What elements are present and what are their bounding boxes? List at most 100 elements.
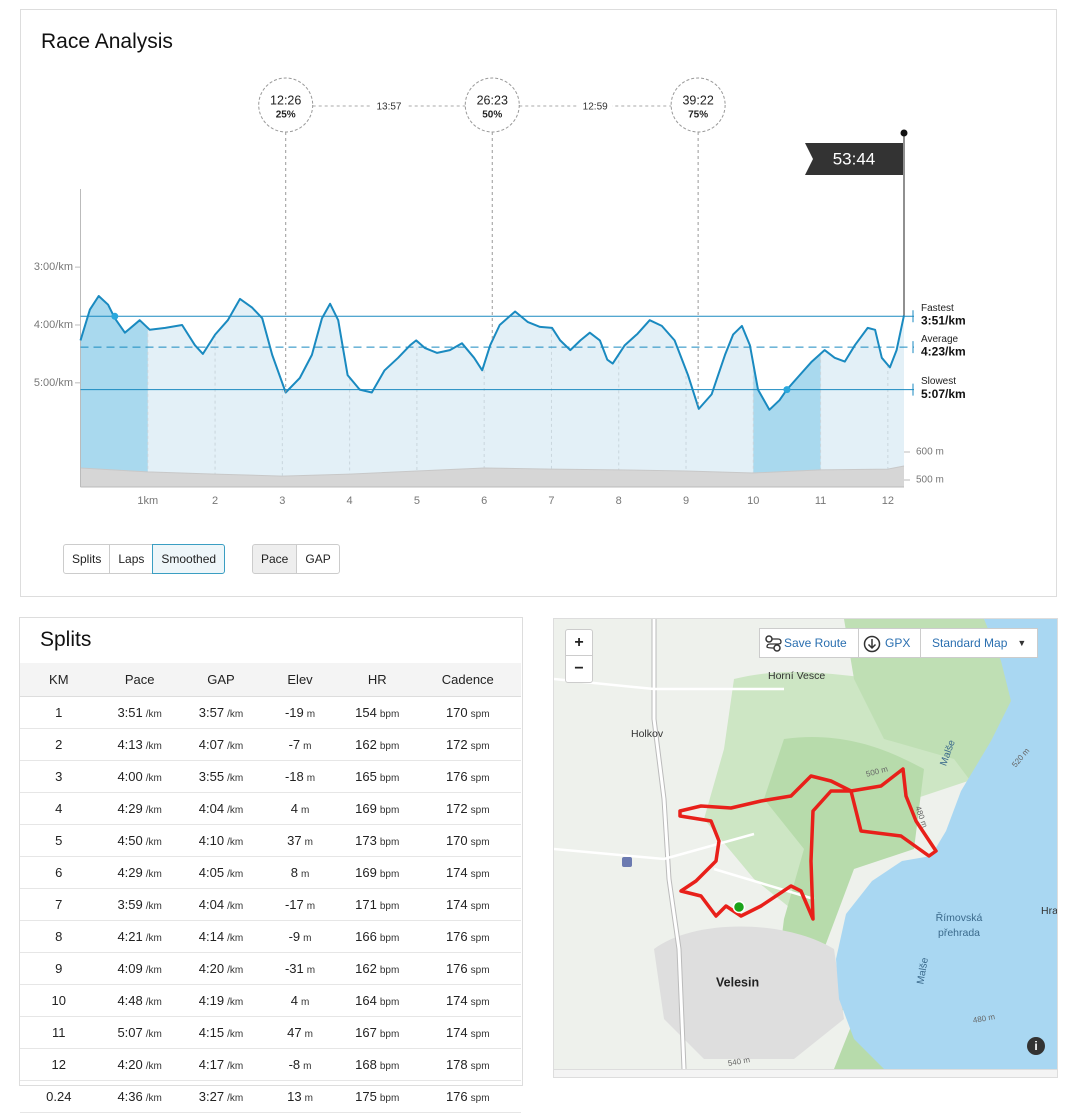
milestone-time: 39:22 (682, 93, 713, 107)
split-unit: bpm (379, 837, 400, 848)
split-cell: 162 bpm (339, 728, 415, 761)
map[interactable]: i Horní Vesce Holkov Velesin Římovská přehra… (554, 619, 1058, 1069)
split-cell: 178 spm (414, 1048, 521, 1081)
split-cell: 4:29/km (97, 856, 182, 889)
map-resize-bar[interactable] (554, 1069, 1057, 1077)
zoom-in[interactable]: + (565, 629, 593, 656)
split-cell: 2 (20, 728, 98, 761)
split-cell: 176 spm (414, 760, 521, 793)
split-cell: 37 m (260, 824, 340, 857)
split-unit: /km (145, 901, 162, 912)
zoom-out[interactable]: − (565, 655, 593, 683)
download-icon (863, 635, 881, 653)
split-value: 162 (355, 961, 377, 976)
split-cell: 5:07/km (97, 1016, 182, 1049)
split-cell: 4:00/km (97, 760, 182, 793)
splits-table: KM Pace GAP Elev HR Cadence 1 3:51/km 3:57/km -19… (20, 663, 521, 1113)
column-header: Elev (260, 663, 340, 697)
highlight-fill (80, 296, 148, 487)
metric-button[interactable]: Pace (252, 544, 298, 574)
map-label: přehrada (938, 927, 980, 939)
split-value: 4:14 (198, 929, 225, 944)
split-unit: /km (227, 1061, 244, 1072)
split-unit: spm (470, 933, 490, 944)
view-button[interactable]: Splits (63, 544, 111, 574)
x-tick-label: 3 (279, 495, 285, 507)
poi-icon (622, 857, 632, 867)
split-value: 174 (445, 993, 468, 1008)
split-value: 8 (290, 865, 298, 880)
y2-tick-label: 500 m (916, 475, 944, 486)
split-value: 4:20 (117, 1057, 143, 1072)
split-cell: 175 bpm (339, 1080, 415, 1113)
view-button[interactable]: Laps (109, 544, 154, 574)
gpx-button[interactable]: GPX (858, 628, 921, 658)
split-cell: -8 m (260, 1048, 340, 1081)
x-tick-label: 7 (548, 495, 554, 507)
split-cell: 154 bpm (339, 696, 415, 729)
split-cell: -7 m (260, 728, 340, 761)
split-unit: /km (227, 773, 244, 784)
split-cell: -19 m (260, 696, 340, 729)
split-value: 4:29 (117, 801, 143, 816)
milestone-percent: 50% (482, 110, 502, 121)
split-row: 9 4:09/km 4:20/km -31 m 162 bpm 176 spm (20, 952, 521, 985)
split-value: 169 (355, 801, 377, 816)
split-value: 175 (355, 1089, 377, 1104)
split-cell: 47 m (260, 1016, 340, 1049)
info-button[interactable] (1027, 1037, 1045, 1055)
split-unit: /km (227, 741, 244, 752)
split-unit: /km (227, 997, 244, 1008)
split-unit: spm (470, 1029, 490, 1040)
info-icon: i (1034, 1039, 1037, 1053)
split-unit: bpm (379, 901, 400, 912)
split-value: 168 (355, 1057, 377, 1072)
map-label: 540 m (727, 1055, 751, 1068)
split-value: 166 (355, 929, 377, 944)
split-unit: bpm (379, 709, 400, 720)
highlight-fill (753, 353, 821, 487)
split-unit: /km (227, 901, 244, 912)
split-unit: spm (470, 901, 490, 912)
split-unit: bpm (379, 773, 400, 784)
split-cell: 3 (20, 760, 98, 793)
save-route-button[interactable]: Save Route (759, 628, 859, 658)
finish-dot (900, 129, 908, 137)
split-unit: m (306, 965, 316, 976)
split-value: 4:00 (117, 769, 143, 784)
split-cell: 11 (20, 1016, 98, 1049)
y2-tick-label: 600 m (916, 447, 944, 458)
split-value: 4:21 (117, 929, 143, 944)
split-value: 4:07 (198, 737, 225, 752)
y-tick-label: 5:00/km (34, 377, 73, 389)
split-value: 11 (52, 1025, 66, 1040)
split-cell: 165 bpm (339, 760, 415, 793)
split-unit: m (304, 837, 313, 848)
view-button[interactable]: Smoothed (152, 544, 226, 574)
split-unit: bpm (379, 741, 400, 752)
metric-button[interactable]: GAP (296, 544, 340, 574)
split-unit: /km (227, 805, 244, 816)
split-unit: spm (470, 709, 490, 720)
split-value: 164 (355, 993, 377, 1008)
split-cell: 4:07/km (181, 728, 261, 761)
split-unit: /km (145, 869, 162, 880)
split-unit: m (300, 997, 310, 1008)
split-value: -7 (288, 737, 301, 752)
split-value: 4:50 (117, 833, 143, 848)
split-cell: 5 (20, 824, 98, 857)
splits-header: KM Pace GAP Elev HR Cadence (20, 663, 521, 697)
split-cell: 170 spm (414, 696, 521, 729)
split-value: 0.24 (46, 1089, 72, 1104)
map-label: Římovská (936, 911, 983, 924)
split-value: 3:27 (198, 1089, 225, 1104)
split-value: 4:36 (117, 1089, 143, 1104)
split-value: 173 (355, 833, 377, 848)
x-tick-label: 12 (882, 495, 894, 507)
map-style-select[interactable]: Standard Map ▼ (920, 628, 1038, 658)
split-unit: /km (145, 1029, 162, 1040)
split-unit: spm (470, 997, 490, 1008)
reference-name: Fastest (921, 303, 954, 314)
